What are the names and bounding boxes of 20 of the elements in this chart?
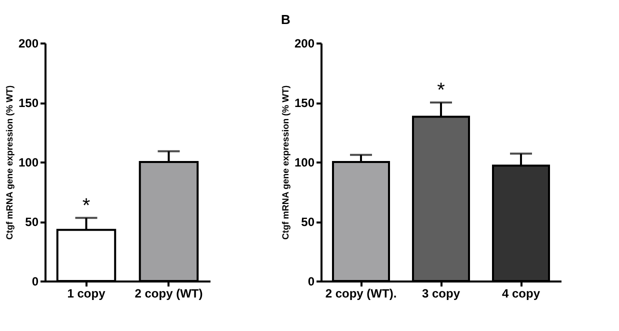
y-tick-label: 50 xyxy=(301,215,315,229)
y-tick-label: 150 xyxy=(18,96,39,110)
chart-title: B xyxy=(280,12,290,27)
y-tick-label: 100 xyxy=(294,156,315,170)
x-tick-label: 2 copy (WT). xyxy=(325,286,397,300)
annotation: * xyxy=(82,194,90,217)
x-tick-label: 1 copy xyxy=(67,286,106,300)
x-tick-label: 2 copy (WT) xyxy=(134,286,203,300)
x-tick-label: 4 copy xyxy=(502,286,540,300)
x-tick-label: 3 copy xyxy=(422,286,460,300)
y-tick-label: 100 xyxy=(18,156,39,170)
y-tick-label: 150 xyxy=(294,96,315,110)
y-axis-title: Ctgf mRNA gene expression (% WT) xyxy=(4,85,14,240)
annotation: * xyxy=(437,80,446,102)
y-axis-title: Ctgf mRNA gene expression (% WT) xyxy=(280,85,290,240)
y-tick-label: 50 xyxy=(25,215,39,229)
y-tick-label: 0 xyxy=(32,274,39,288)
y-tick-label: 200 xyxy=(18,36,39,50)
y-tick-label: 200 xyxy=(294,36,315,50)
y-tick-label: 0 xyxy=(308,274,315,288)
